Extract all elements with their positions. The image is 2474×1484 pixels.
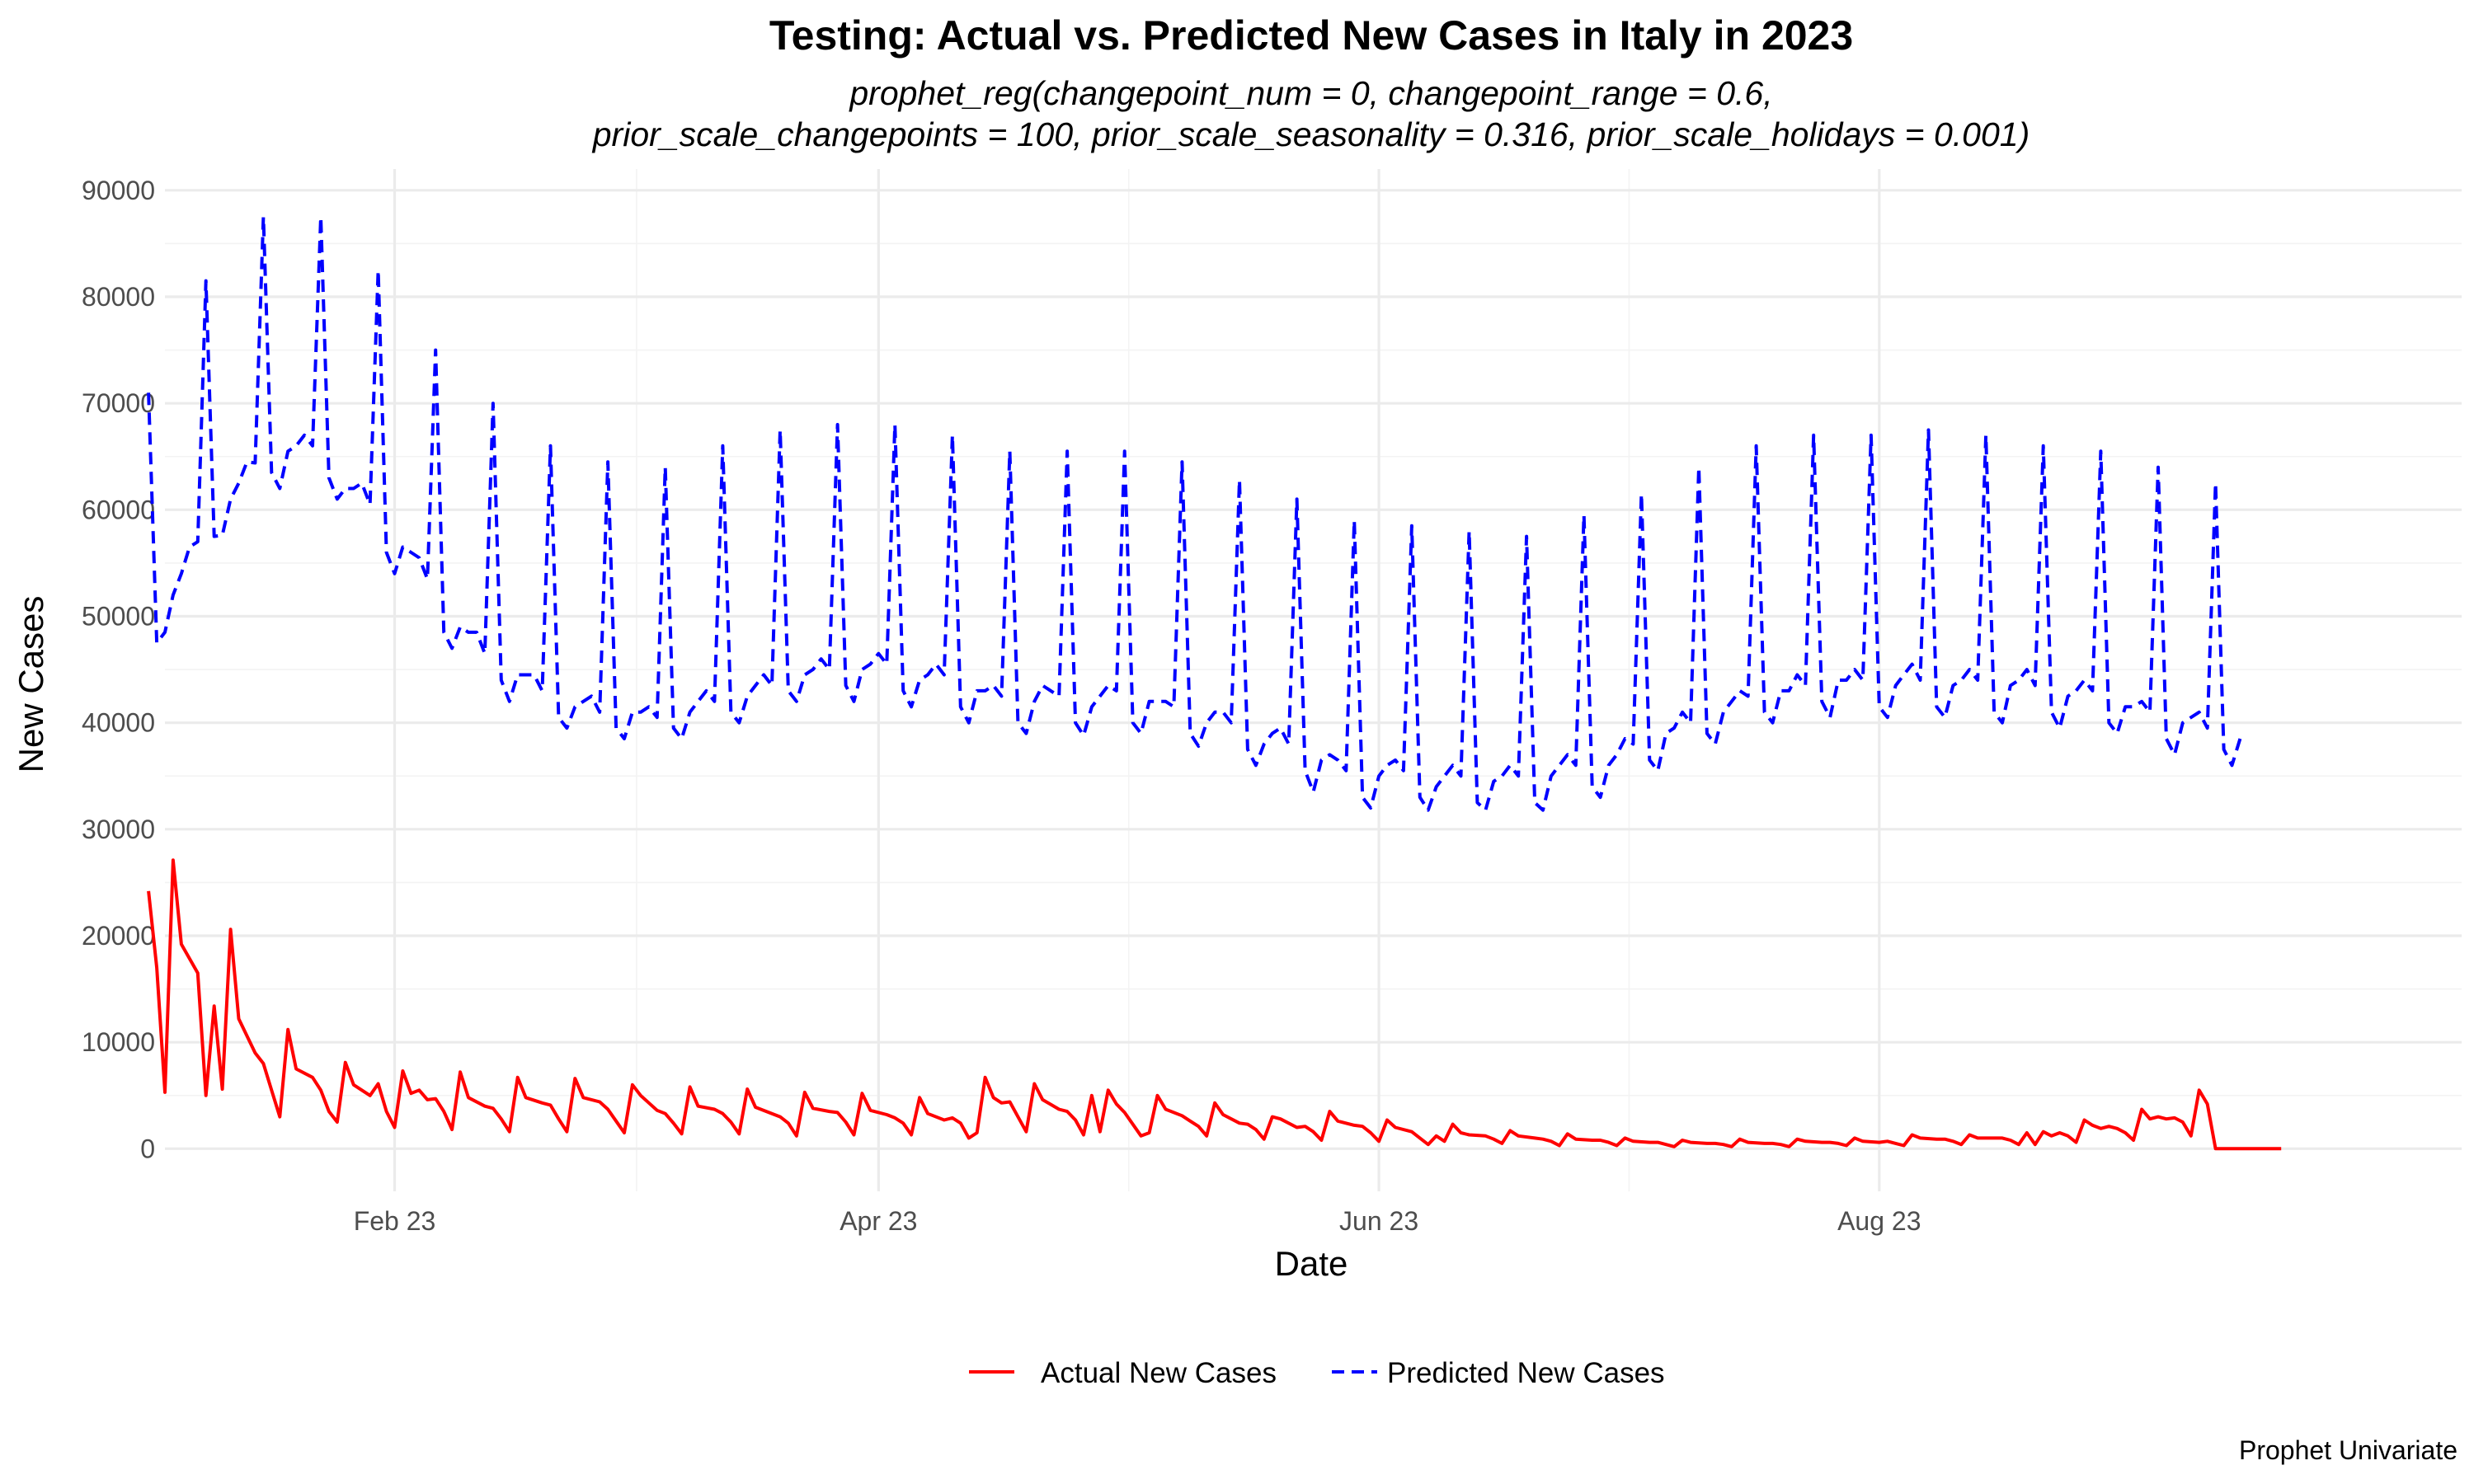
chart-subtitle-line-2: prior_scale_changepoints = 100, prior_sc… xyxy=(591,115,2030,153)
major-gridlines xyxy=(165,169,2462,1191)
y-axis-tick-labels: 0 10000 20000 30000 40000 50000 60000 70000 8000… xyxy=(82,176,155,1164)
y-axis-title: New Cases xyxy=(12,596,50,773)
chart-title: Testing: Actual vs. Predicted New Cases … xyxy=(769,12,1853,59)
series-line-actual xyxy=(147,858,2282,1151)
y-tick-label: 20000 xyxy=(82,921,155,951)
series-line-predicted xyxy=(147,215,2242,812)
y-tick-label: 60000 xyxy=(82,495,155,524)
x-tick-label: Aug 23 xyxy=(1837,1206,1921,1236)
y-tick-label: 10000 xyxy=(82,1027,155,1057)
legend-label-predicted: Predicted New Cases xyxy=(1387,1357,1665,1389)
y-tick-label: 30000 xyxy=(82,815,155,844)
x-axis-tick-labels: Feb 23 Apr 23 Jun 23 Aug 23 xyxy=(354,1206,1921,1236)
legend: Actual New Cases Predicted New Cases xyxy=(969,1357,1665,1389)
chart-caption: Prophet Univariate xyxy=(2239,1435,2458,1465)
y-tick-label: 50000 xyxy=(82,602,155,632)
minor-gridlines xyxy=(165,169,2462,1191)
series-lines xyxy=(147,215,2282,1151)
x-tick-label: Feb 23 xyxy=(354,1206,436,1236)
x-tick-label: Jun 23 xyxy=(1339,1206,1418,1236)
y-tick-label: 70000 xyxy=(82,388,155,418)
y-tick-label: 90000 xyxy=(82,176,155,205)
y-tick-label: 80000 xyxy=(82,282,155,312)
x-tick-label: Apr 23 xyxy=(840,1206,917,1236)
x-axis-title: Date xyxy=(1275,1244,1348,1283)
y-tick-label: 40000 xyxy=(82,708,155,738)
y-tick-label: 0 xyxy=(140,1134,155,1163)
legend-label-actual: Actual New Cases xyxy=(1041,1357,1277,1389)
chart-subtitle-line-1: prophet_reg(changepoint_num = 0, changep… xyxy=(848,74,1772,112)
